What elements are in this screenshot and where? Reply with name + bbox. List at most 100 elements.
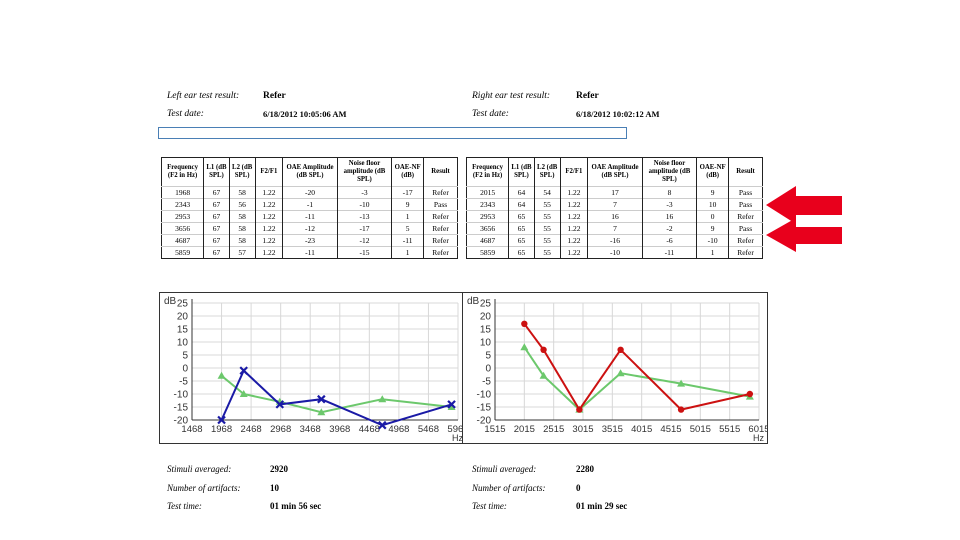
right-cell-oae-amplitude: 7 xyxy=(587,198,643,211)
right-cell-oae-nf: 9 xyxy=(696,186,730,199)
left-chart-oae-point xyxy=(275,400,285,409)
left-chart-xtick-label: 5968 xyxy=(447,424,466,435)
right-cell-result: Refer xyxy=(728,210,763,223)
right-cell-f2f1: 1.22 xyxy=(560,234,589,247)
right-chart-xtick-label: 2515 xyxy=(543,424,564,435)
right-cell-frequency: 4687 xyxy=(466,234,510,247)
left-cell-oae-amplitude: -23 xyxy=(282,234,338,247)
left-stimuli-value: 2920 xyxy=(270,464,288,474)
right-cell-l2: 55 xyxy=(534,234,561,247)
right-chart-oae-point xyxy=(677,406,685,413)
right-col-header-frequency: Frequency (F2 in Hz) xyxy=(466,157,510,187)
left-artifacts-value: 10 xyxy=(270,483,279,493)
highlight-bar xyxy=(158,127,627,139)
right-cell-oae-nf: 0 xyxy=(696,210,730,223)
right-cell-l1: 65 xyxy=(508,234,535,247)
right-cell-frequency: 2343 xyxy=(466,198,510,211)
left-cell-f2f1: 1.22 xyxy=(255,246,284,259)
left-cell-frequency: 5859 xyxy=(161,246,205,259)
right-chart-oae-line xyxy=(523,323,751,412)
left-cell-result: Pass xyxy=(423,198,458,211)
right-chart-ytick-label: 5 xyxy=(485,351,491,362)
left-cell-oae-amplitude: -11 xyxy=(282,246,338,259)
right-chart-oae-point xyxy=(617,346,624,353)
right-results-table: Frequency (F2 in Hz) L1 (dB SPL) L2 (dB SP… xyxy=(466,157,763,259)
left-results-table: Frequency (F2 in Hz) L1 (dB SPL) L2 (dB SP… xyxy=(161,157,458,259)
right-cell-frequency: 3656 xyxy=(466,222,510,235)
right-cell-f2f1: 1.22 xyxy=(560,186,589,199)
right-test-time-value: 01 min 29 sec xyxy=(576,501,628,511)
right-cell-oae-nf: 9 xyxy=(696,222,730,235)
right-test-result-value: Refer xyxy=(576,91,599,101)
right-cell-oae-nf: 10 xyxy=(696,198,730,211)
left-cell-noise-floor: -13 xyxy=(337,210,393,223)
left-cell-result: Refer xyxy=(423,246,458,259)
left-cell-frequency: 2953 xyxy=(161,210,205,223)
left-cell-frequency: 2343 xyxy=(161,198,205,211)
right-chart-xtick-label: 1515 xyxy=(484,424,505,435)
right-chart-noise-point xyxy=(677,379,686,387)
left-chart-noise-point xyxy=(317,408,326,416)
right-chart-noise-point xyxy=(539,371,548,379)
left-chart-ytick-label: 15 xyxy=(177,325,189,336)
table-row: 5859 67 57 1.22 -11 -15 1 Refer xyxy=(161,246,458,259)
left-cell-noise-floor: -15 xyxy=(337,246,393,259)
left-chart-xtick-label: 4968 xyxy=(388,424,409,435)
right-col-header-result: Result xyxy=(736,168,755,175)
right-cell-noise-floor: -3 xyxy=(642,198,698,211)
table-row: 3656 65 55 1.22 7 -2 9 Pass xyxy=(466,222,763,235)
right-chart-xtick-label: 3515 xyxy=(602,424,623,435)
right-cell-f2f1: 1.22 xyxy=(560,210,589,223)
right-chart-xtick-label: 4515 xyxy=(660,424,681,435)
right-cell-l1: 65 xyxy=(508,222,535,235)
left-chart-xtick-label: 3468 xyxy=(300,424,321,435)
left-chart-oae-point xyxy=(317,394,326,404)
left-chart-noise-point xyxy=(378,395,387,403)
right-cell-l2: 55 xyxy=(534,222,561,235)
left-cell-l2: 57 xyxy=(229,246,256,259)
left-cell-noise-floor: -12 xyxy=(337,234,393,247)
left-chart-noise-point xyxy=(239,390,248,397)
right-cell-result: Refer xyxy=(728,234,763,247)
right-chart-noise-line xyxy=(523,346,751,411)
table-row: 2343 64 55 1.22 7 -3 10 Pass xyxy=(466,198,763,211)
right-chart-xtick-label: 6015 xyxy=(748,424,767,435)
right-cell-oae-nf: 1 xyxy=(696,246,730,259)
left-chart-oae-point xyxy=(239,366,249,375)
right-chart-xtick-label: 2015 xyxy=(514,424,535,435)
left-stimuli-label: Stimuli averaged: xyxy=(167,464,232,474)
right-cell-f2f1: 1.22 xyxy=(560,198,589,211)
left-cell-l1: 67 xyxy=(203,234,230,247)
right-col-header-l1: L1 (dB SPL) xyxy=(508,157,535,187)
left-chart-noise-line xyxy=(220,375,452,414)
right-chart-ytick-label: 0 xyxy=(485,364,491,375)
right-cell-noise-floor: 16 xyxy=(642,210,698,223)
left-cell-f2f1: 1.22 xyxy=(255,234,284,247)
right-chart-ytick-label: -20 xyxy=(477,416,492,427)
left-chart-xtick-label: 5468 xyxy=(418,424,439,435)
left-col-header-result: Result xyxy=(431,168,450,175)
right-cell-oae-amplitude: 17 xyxy=(587,186,643,199)
right-cell-l2: 55 xyxy=(534,198,561,211)
right-chart-oae-point xyxy=(746,390,754,398)
right-chart-xtick-label: 4015 xyxy=(631,424,652,435)
left-chart-ytick-label: 20 xyxy=(177,312,189,323)
right-cell-frequency: 2015 xyxy=(466,186,510,199)
right-cell-l1: 64 xyxy=(508,186,535,199)
left-chart-xtick-label: 4468 xyxy=(359,424,380,435)
left-cell-frequency: 1968 xyxy=(161,186,205,199)
right-artifacts-value: 0 xyxy=(576,483,581,493)
right-cell-l1: 64 xyxy=(508,198,535,211)
right-chart-ytick-label: -10 xyxy=(477,390,492,401)
left-cell-l1: 67 xyxy=(203,222,230,235)
left-chart-xtick-label: 2968 xyxy=(270,424,291,435)
right-cell-noise-floor: -11 xyxy=(642,246,698,259)
right-cell-f2f1: 1.22 xyxy=(560,222,589,235)
right-test-date-label: Test date: xyxy=(472,109,509,119)
left-chart-ytick-label: 25 xyxy=(177,299,189,310)
left-col-header-oae-nf: OAE-NF (dB) xyxy=(391,157,425,187)
left-cell-result: Refer xyxy=(423,210,458,223)
left-chart-xlabel: Hz xyxy=(452,433,463,443)
left-cell-oae-amplitude: -11 xyxy=(282,210,338,223)
